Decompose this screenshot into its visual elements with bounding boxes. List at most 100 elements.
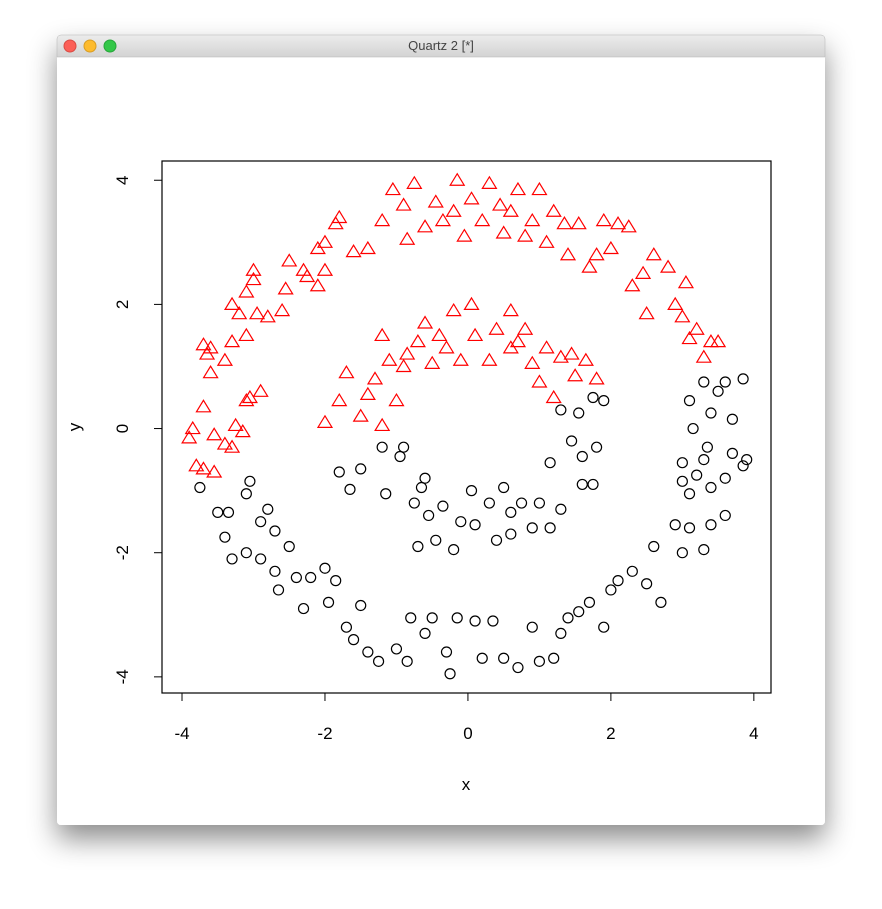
- triangle-point: [238, 392, 255, 407]
- triangle-point: [588, 247, 605, 261]
- zoom-button[interactable]: [103, 39, 117, 53]
- triangle-point: [399, 231, 416, 245]
- triangle-point: [195, 399, 212, 413]
- circle-point: [533, 655, 546, 667]
- triangle-point: [352, 408, 369, 422]
- triangle-point: [245, 262, 262, 276]
- window-title: Quartz 2 [*]: [408, 38, 474, 53]
- circle-point: [419, 472, 431, 484]
- circle-point: [297, 602, 310, 615]
- triangle-point: [674, 309, 691, 323]
- circle-point: [562, 612, 574, 624]
- circle-point: [505, 528, 517, 540]
- triangle-point: [431, 327, 448, 342]
- triangle-point: [223, 333, 241, 348]
- circle-point: [691, 469, 703, 481]
- circle-point: [376, 441, 388, 453]
- triangle-point: [495, 225, 512, 239]
- circle-point: [698, 453, 710, 466]
- circle-point: [526, 621, 538, 633]
- circle-point: [244, 475, 256, 487]
- triangle-point: [588, 371, 605, 385]
- circle-point: [419, 627, 431, 640]
- circle-point: [583, 596, 596, 608]
- triangle-point: [195, 461, 212, 475]
- triangle-point: [545, 389, 562, 404]
- triangle-point: [374, 417, 391, 432]
- circle-point: [455, 516, 467, 528]
- circle-point: [705, 481, 717, 494]
- circle-point: [490, 534, 503, 546]
- triangle-point: [449, 172, 466, 186]
- y-tick-label: -4: [113, 669, 132, 684]
- title-bar: [56, 34, 826, 58]
- circle-point: [430, 534, 442, 546]
- triangle-point: [331, 209, 348, 224]
- circle-point: [612, 575, 624, 587]
- circle-point: [576, 450, 588, 463]
- triangle-point: [395, 197, 412, 211]
- y-tick-label: 2: [113, 300, 132, 309]
- circle-point: [344, 483, 356, 495]
- circle-point: [412, 540, 424, 553]
- x-tick-label: -4: [174, 724, 189, 743]
- circle-point: [544, 522, 556, 534]
- close-button[interactable]: [63, 39, 77, 53]
- circle-point: [626, 565, 638, 577]
- x-tick-label: 2: [606, 724, 615, 743]
- triangle-point: [406, 175, 423, 189]
- circle-point: [212, 506, 224, 518]
- triangle-point: [248, 306, 266, 320]
- circle-point: [712, 385, 724, 397]
- triangle-point: [395, 358, 412, 373]
- triangle-point: [688, 321, 705, 335]
- triangle-point: [509, 181, 527, 196]
- triangle-point: [531, 374, 548, 388]
- circle-point: [683, 488, 696, 500]
- triangle-point: [359, 386, 376, 401]
- y-tick-label: -2: [113, 545, 132, 560]
- triangle-point: [667, 296, 684, 310]
- triangle-point: [531, 181, 548, 196]
- triangle-point: [445, 203, 462, 217]
- triangle-point: [416, 315, 434, 329]
- triangle-point: [559, 247, 577, 261]
- minimize-button[interactable]: [83, 39, 97, 53]
- circle-point: [269, 565, 281, 577]
- triangle-point: [427, 194, 444, 208]
- triangle-point: [556, 216, 573, 230]
- triangle-point: [581, 259, 598, 273]
- triangle-point: [438, 340, 455, 354]
- circle-point: [476, 652, 488, 664]
- triangle-point: [634, 265, 652, 279]
- triangle-point: [434, 212, 451, 227]
- circle-point: [269, 525, 281, 537]
- circle-point: [512, 661, 524, 674]
- triangle-point: [223, 296, 241, 310]
- triangle-point: [502, 203, 519, 217]
- triangle-point: [245, 271, 262, 286]
- circle-point: [240, 547, 252, 559]
- circle-point: [641, 578, 653, 590]
- triangle-point: [274, 302, 291, 317]
- triangle-point: [359, 240, 376, 255]
- circle-point: [576, 478, 588, 491]
- circle-point: [701, 441, 713, 453]
- circle-point: [415, 481, 428, 494]
- circle-point: [515, 497, 528, 509]
- triangle-point: [202, 365, 219, 379]
- circle-point: [676, 475, 688, 487]
- circle-point: [605, 584, 617, 596]
- circle-point: [737, 460, 749, 472]
- triangle-point: [595, 212, 612, 227]
- circle-point: [573, 606, 585, 618]
- triangle-point: [424, 355, 441, 369]
- triangle-point: [502, 302, 519, 317]
- triangle-point: [181, 430, 198, 444]
- triangle-point: [481, 175, 498, 189]
- triangle-point: [463, 191, 480, 205]
- triangle-point: [309, 278, 326, 292]
- triangle-point: [538, 234, 555, 248]
- circle-point: [548, 652, 560, 664]
